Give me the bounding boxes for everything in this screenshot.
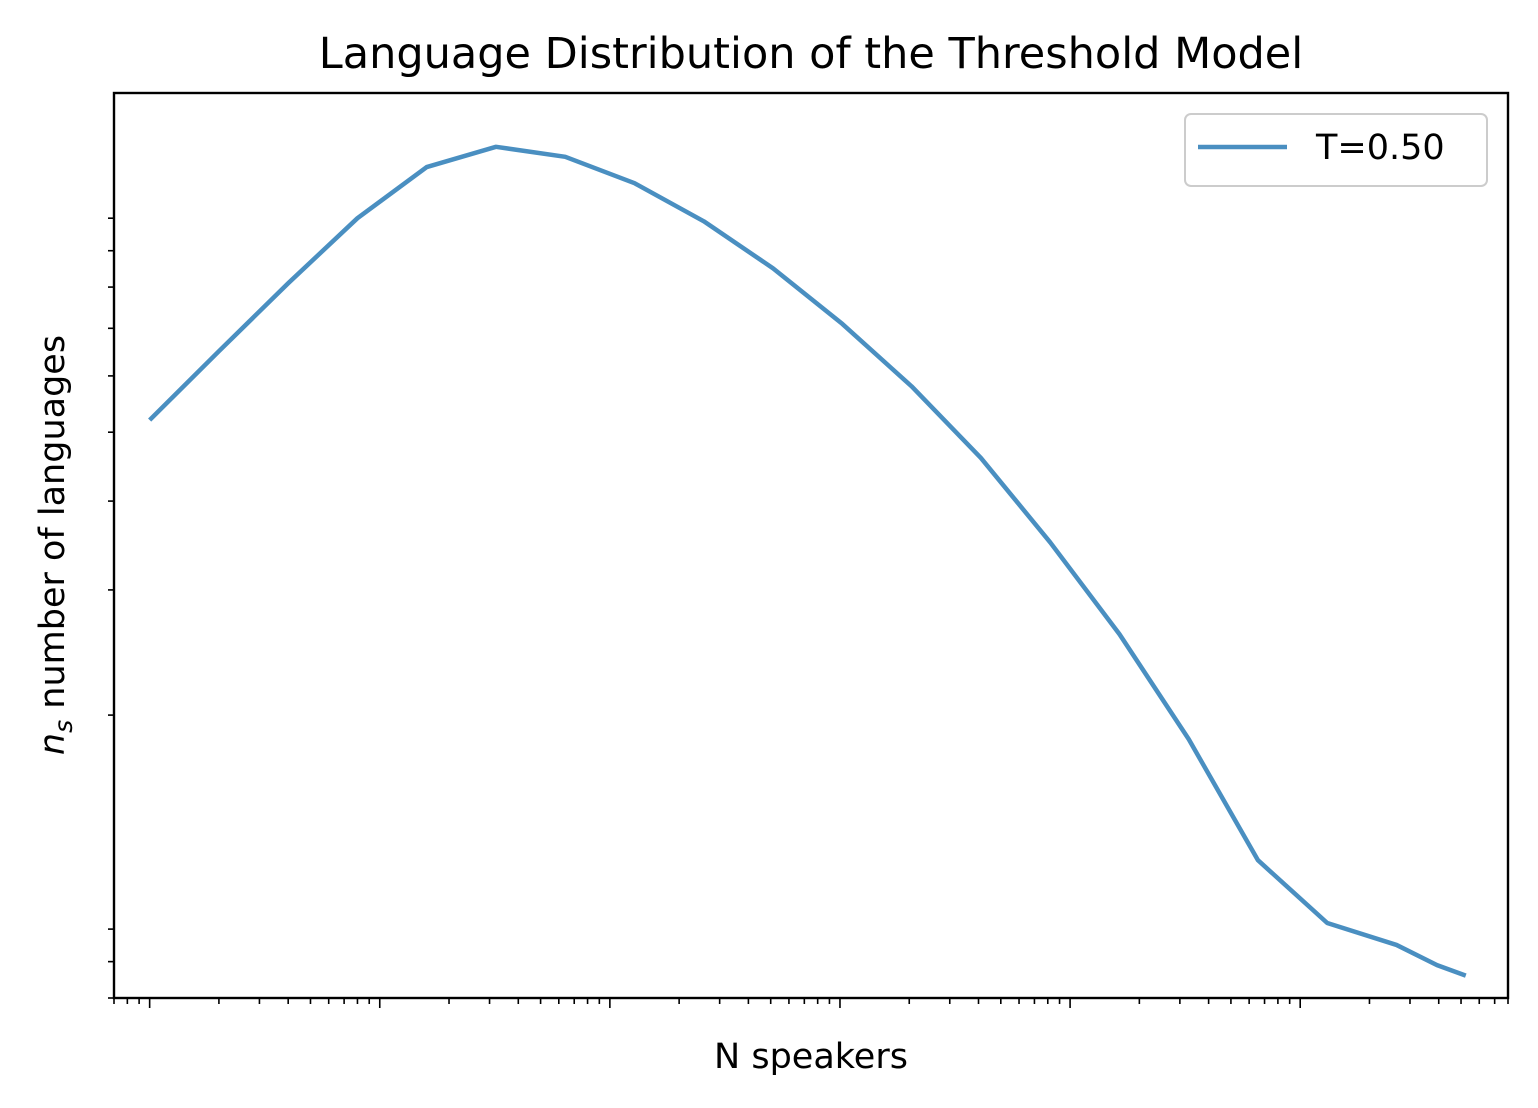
legend-box [1184, 113, 1488, 187]
plot-area [114, 93, 1508, 998]
y-axis-label-text: number of languages [33, 335, 73, 720]
legend: T=0.50 [1184, 113, 1488, 187]
x-axis-ticks [113, 998, 1509, 1008]
x-axis-label: N speakers [714, 1037, 908, 1077]
legend-label: T=0.50 [1315, 128, 1445, 168]
y-axis-label: ns number of languages [33, 335, 78, 755]
y-axis-label-symbol: n [33, 733, 73, 755]
series-line-0 [148, 144, 1467, 978]
plot-frame [112, 91, 1510, 1000]
series-layer [148, 144, 1467, 978]
y-axis-label-subscript: s [49, 720, 78, 733]
chart-title: Language Distribution of the Threshold M… [319, 29, 1303, 79]
